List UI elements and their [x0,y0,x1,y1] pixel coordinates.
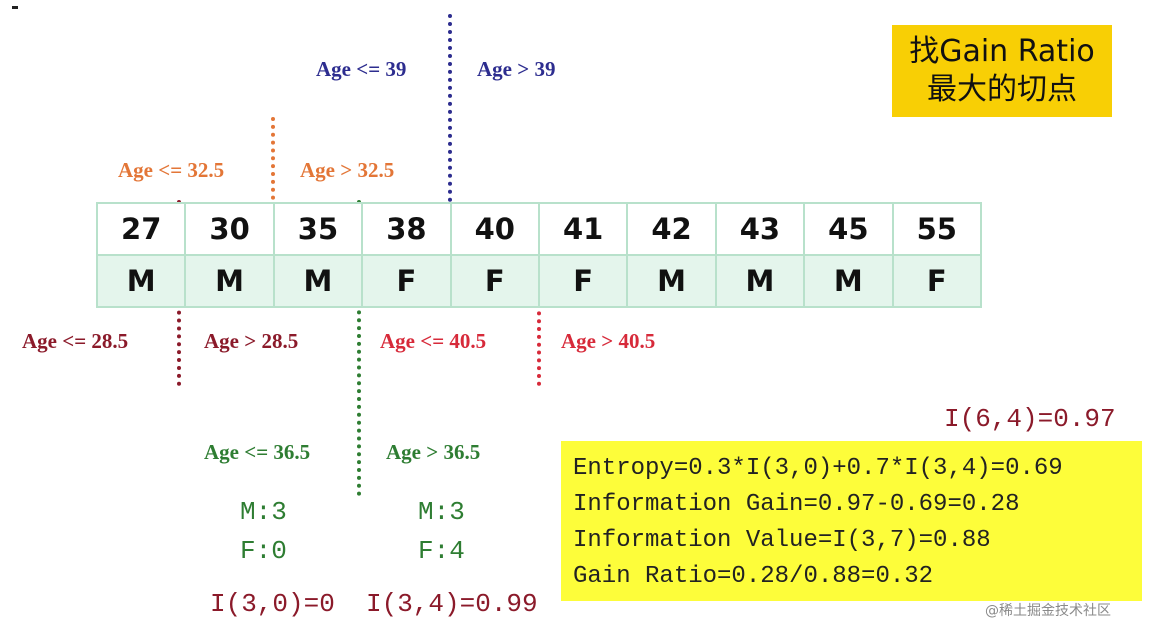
age-cell: 42 [626,202,717,256]
left-info: I(3,0)=0 [210,589,335,619]
title-line-1: 找Gain Ratio [909,34,1095,69]
gender-cell: M [184,254,275,308]
title-box: 找Gain Ratio 最大的切点 [892,25,1112,117]
age-cell: 43 [714,202,806,256]
info-gain-line: Information Gain=0.97-0.69=0.28 [573,491,1020,518]
label-age-le-28-5: Age <= 28.5 [22,329,129,353]
age-row: 27 30 35 38 40 41 42 43 45 55 [95,202,983,256]
split-line-39 [448,14,452,306]
gender-cell: M [803,254,894,308]
age-cell: 30 [184,202,275,256]
label-age-gt-40-5: Age > 40.5 [561,329,656,353]
age-cell: 35 [272,202,364,256]
gender-cell: F [361,254,452,308]
label-age-gt-28-5: Age > 28.5 [204,329,299,353]
age-cell: 55 [891,202,983,256]
gender-cell: M [626,254,717,308]
age-cell: 40 [449,202,540,256]
age-gender-table: 27 30 35 38 40 41 42 43 45 55 M M M F F … [95,202,983,308]
left-count-m: M:3 [240,497,287,527]
corner-mark [12,6,18,9]
label-age-gt-39: Age > 39 [477,57,556,81]
label-age-gt-32-5: Age > 32.5 [300,158,395,182]
calculation-box: Entropy=0.3*I(3,0)+0.7*I(3,4)=0.69 Infor… [561,441,1142,601]
age-cell: 41 [537,202,629,256]
label-age-le-40-5: Age <= 40.5 [380,329,487,353]
label-age-gt-36-5: Age > 36.5 [386,440,481,464]
gender-cell: F [537,254,629,308]
age-cell: 45 [803,202,894,256]
gender-cell: M [272,254,364,308]
split-line-36-5 [357,200,361,496]
label-age-le-36-5: Age <= 36.5 [204,440,311,464]
gender-cell: M [95,254,187,308]
age-cell: 38 [361,202,452,256]
gender-row: M M M F F F M M M F [95,254,983,308]
gender-cell: F [891,254,983,308]
age-cell: 27 [95,202,187,256]
right-info: I(3,4)=0.99 [366,589,538,619]
left-count-f: F:0 [240,536,287,566]
right-count-f: F:4 [418,536,465,566]
gender-cell: F [449,254,540,308]
label-age-le-32-5: Age <= 32.5 [118,158,225,182]
entropy-line: Entropy=0.3*I(3,0)+0.7*I(3,4)=0.69 [573,455,1063,482]
total-info: I(6,4)=0.97 [944,404,1116,434]
info-value-line: Information Value=I(3,7)=0.88 [573,527,991,554]
gender-cell: M [714,254,806,308]
right-count-m: M:3 [418,497,465,527]
title-line-2: 最大的切点 [927,72,1077,107]
gain-ratio-line: Gain Ratio=0.28/0.88=0.32 [573,563,934,590]
watermark: @稀土掘金技术社区 [985,603,1111,619]
label-age-le-39: Age <= 39 [316,57,407,81]
